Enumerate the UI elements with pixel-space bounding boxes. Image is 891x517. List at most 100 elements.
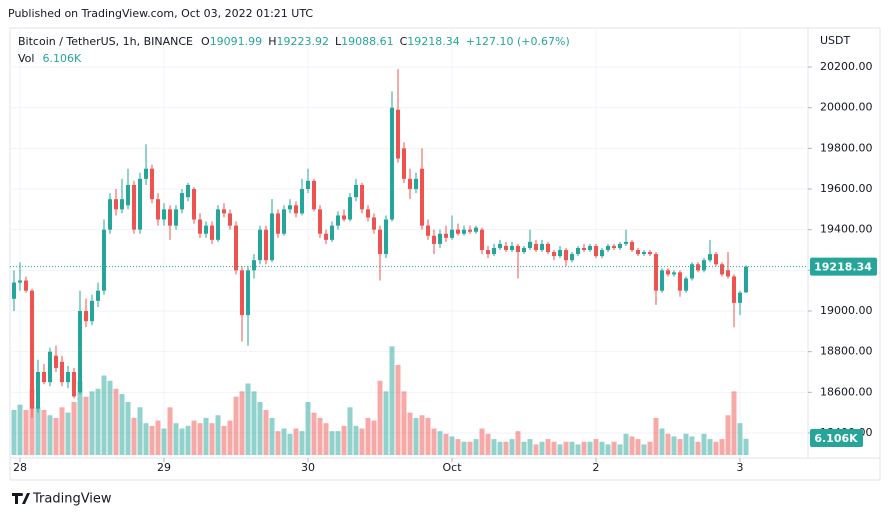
candle-body: [546, 243, 550, 253]
volume-bar: [407, 412, 413, 455]
candle-body: [678, 272, 682, 291]
volume-bar: [425, 417, 431, 455]
volume-bar: [665, 433, 671, 455]
volume-bar: [611, 441, 617, 455]
volume-bar: [419, 415, 425, 455]
candle-body: [618, 243, 622, 248]
candle-body: [498, 243, 502, 248]
candle-body: [330, 225, 334, 240]
volume-bar: [203, 417, 209, 455]
candle-body: [378, 229, 382, 255]
volume-bar: [599, 441, 605, 455]
volume-bar: [209, 423, 215, 455]
volume-tag: [810, 429, 863, 447]
volume-bar: [509, 439, 515, 455]
candle-body: [84, 311, 88, 322]
volume-bar: [107, 380, 113, 455]
x-tick-label: 28: [13, 461, 27, 474]
y-tick-label: 19800.00: [820, 141, 873, 154]
y-tick-label: 19400.00: [820, 223, 873, 236]
y-tick-label: 19600.00: [820, 182, 873, 195]
volume-bar: [617, 444, 623, 455]
y-tick-label: 18600.00: [820, 385, 873, 398]
candle-body: [558, 250, 562, 257]
candle-body: [642, 252, 646, 255]
candle-body: [222, 209, 226, 214]
candle-body: [366, 209, 370, 218]
volume-bar: [593, 439, 599, 455]
volume-bar: [659, 428, 665, 455]
candle-body: [426, 225, 430, 236]
candle-body: [504, 245, 508, 251]
volume-bar: [155, 420, 161, 455]
volume-bar: [83, 396, 89, 455]
volume-bar: [479, 428, 485, 455]
volume-bar: [725, 415, 731, 455]
volume-bar: [77, 380, 83, 455]
ohlc-key: L: [335, 35, 342, 48]
candle-body: [480, 229, 484, 251]
volume-bar: [293, 428, 299, 455]
volume-bar: [299, 431, 305, 455]
volume-bar: [167, 407, 173, 455]
volume-bar: [143, 423, 149, 455]
volume-bar: [233, 396, 239, 455]
candle-body: [576, 247, 580, 255]
candle-body: [48, 351, 52, 383]
volume-bar: [65, 412, 71, 455]
volume-bar: [701, 433, 707, 455]
candle-body: [540, 243, 544, 251]
volume-bar: [629, 436, 635, 455]
candle-body: [630, 241, 634, 251]
volume-bar: [11, 409, 17, 455]
candle-body: [24, 280, 28, 291]
volume-bar: [185, 425, 191, 455]
volume-bar: [71, 402, 77, 455]
ohlc-key: O: [201, 35, 210, 48]
candle-body: [192, 189, 196, 220]
volume-bar: [557, 444, 563, 455]
volume-bar: [569, 441, 575, 455]
volume-bar: [491, 439, 497, 455]
volume-bar: [269, 417, 275, 455]
candle-body: [444, 233, 448, 238]
volume-bar: [191, 420, 197, 455]
volume-bar: [341, 425, 347, 455]
volume-bar: [653, 417, 659, 455]
volume-bar: [467, 441, 473, 455]
volume-bar: [431, 428, 437, 455]
candle-body: [180, 193, 184, 210]
volume-bar: [563, 441, 569, 455]
logo-mark: [12, 493, 30, 504]
candle-body: [144, 168, 148, 179]
candle-body: [648, 252, 652, 255]
x-tick-label: 2: [593, 461, 600, 474]
volume-bar: [317, 417, 323, 455]
candle-body: [60, 361, 64, 383]
volume-bar: [245, 383, 251, 455]
candle-body: [726, 270, 730, 277]
candle-body: [552, 252, 556, 257]
legend: Bitcoin / TetherUS, 1h, BINANCE O19091.99…: [18, 35, 570, 48]
volume-bar: [125, 402, 131, 455]
volume-bar: [461, 441, 467, 455]
volume-bar: [521, 441, 527, 455]
volume-bar: [161, 428, 167, 455]
volume-bar: [401, 391, 407, 455]
candle-body: [600, 250, 604, 257]
ohlc-key: C: [400, 35, 408, 48]
candle-body: [12, 282, 16, 299]
candle-body: [732, 276, 736, 303]
ohlc-value: 19218.34: [407, 35, 460, 48]
volume-bar: [305, 402, 311, 455]
candle-body: [516, 245, 520, 253]
symbol: Bitcoin / TetherUS, 1h, BINANCE: [18, 35, 193, 48]
volume-bar: [707, 439, 713, 455]
logo-dot: [20, 493, 23, 496]
volume-bar: [383, 391, 389, 455]
candle-body: [306, 180, 310, 190]
volume-bar: [605, 444, 611, 455]
y-tick-label: 20000.00: [820, 101, 873, 114]
volume-bar: [89, 391, 95, 455]
volume-bar: [695, 441, 701, 455]
